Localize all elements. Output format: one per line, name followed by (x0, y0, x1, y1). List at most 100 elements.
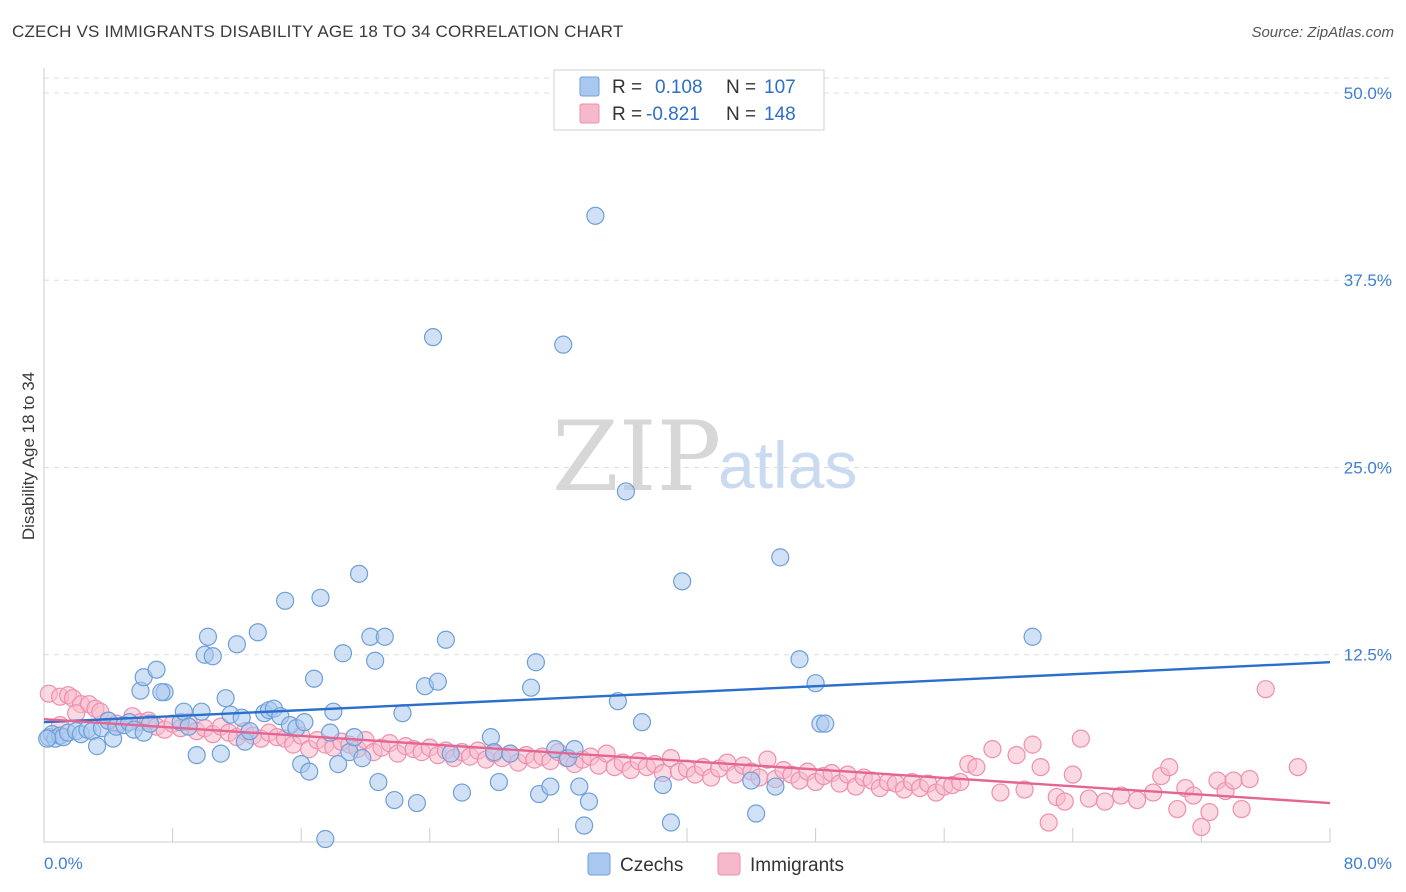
immigrants-point (1015, 780, 1034, 799)
czechs-point (485, 743, 504, 762)
immigrants-point (1240, 769, 1259, 789)
immigrants-point (1160, 757, 1179, 777)
czechs-point (452, 783, 472, 802)
immigrants-point (1007, 746, 1026, 765)
y-tick-labels: 12.5% 25.0% 37.5% 50.0% (1344, 84, 1392, 665)
czechs-point (349, 564, 369, 583)
czechs-point (586, 206, 605, 225)
czechs-point (38, 729, 57, 748)
immigrants-point (1256, 680, 1275, 699)
czechs-point (632, 713, 652, 732)
legend-czechs-swatch (579, 76, 600, 97)
czechs-point (579, 792, 599, 811)
immigrants-point (983, 740, 1002, 759)
czechs-point (481, 728, 500, 747)
immigrants-point (67, 704, 86, 723)
bottom-legend-czechs-label: Czechs (620, 855, 683, 876)
legend-czechs-n-label: N = (726, 77, 756, 98)
legend-immigrants-r-value: -0.821 (646, 104, 700, 125)
chart-source: Source: ZipAtlas.com (1251, 24, 1394, 41)
czechs-point (248, 623, 267, 642)
gridlines (44, 77, 1390, 656)
czechs-point (345, 728, 364, 747)
czechs-point (673, 572, 692, 591)
immigrants-point (1055, 792, 1074, 811)
y-tick-label: 12.5% (1344, 646, 1392, 665)
czechs-point (554, 335, 573, 354)
y-axis-label: Disability Age 18 to 34 (19, 372, 38, 540)
czechs-point (742, 771, 761, 790)
immigrants-point (967, 757, 986, 777)
czechs-point (1023, 627, 1042, 646)
immigrants-point (1031, 757, 1050, 777)
czechs-point (570, 777, 589, 796)
czechs-point (608, 692, 627, 711)
czechs-point (375, 627, 394, 646)
immigrants-trend-line (43, 717, 1331, 805)
x-tick-min: 0.0% (44, 854, 83, 873)
czechs-point (366, 651, 385, 670)
czechs-point (806, 674, 825, 693)
bottom-legend: Czechs Immigrants (587, 852, 844, 876)
czechs-point (616, 482, 636, 501)
czechs-point (369, 772, 388, 792)
czechs-point (541, 777, 560, 796)
y-tick-label: 25.0% (1344, 458, 1392, 477)
immigrants-point (991, 783, 1010, 802)
legend-immigrants-n-label: N = (726, 104, 756, 125)
czechs-point (324, 702, 343, 721)
immigrants-point (661, 749, 681, 768)
czechs-point (304, 669, 324, 688)
czechs-point (276, 591, 295, 610)
immigrants-point (1079, 789, 1098, 808)
immigrants-point (1224, 771, 1243, 790)
czechs-point (198, 627, 218, 646)
czechs-point (501, 744, 520, 763)
czechs-point (152, 683, 171, 702)
bottom-legend-immigrants-label: Immigrants (750, 855, 844, 876)
czechs-points (38, 206, 1042, 849)
czechs-point (436, 630, 455, 649)
czechs-point (147, 660, 166, 679)
y-tick-label: 37.5% (1344, 271, 1392, 290)
immigrants-point (1168, 799, 1187, 819)
czechs-point (192, 702, 211, 721)
legend-immigrants-swatch (579, 103, 600, 124)
czechs-point (385, 790, 404, 810)
immigrants-point (1127, 790, 1147, 810)
immigrants-point (1071, 729, 1090, 748)
immigrants-point (1288, 757, 1307, 777)
czechs-point (393, 704, 412, 723)
legend-czechs-r-label: R = (612, 77, 642, 98)
czechs-point (216, 689, 235, 708)
legend-czechs-r-value: 0.108 (655, 77, 703, 98)
immigrants-point (1192, 817, 1211, 837)
bottom-legend-immigrants-swatch (717, 852, 741, 876)
czechs-point (300, 762, 319, 781)
czechs-point (790, 650, 809, 669)
czechs-point (333, 644, 353, 663)
immigrants-point (1232, 799, 1251, 819)
czechs-point (428, 672, 447, 691)
trend-lines (43, 661, 1331, 805)
legend-immigrants-r-label: R = (612, 104, 642, 125)
czechs-point (653, 775, 672, 795)
czechs-point (407, 793, 427, 813)
immigrants-point (951, 772, 970, 792)
czechs-point (423, 328, 443, 347)
czechs-point (575, 816, 594, 835)
czechs-point (295, 713, 314, 732)
legend-czechs-n-value: 107 (764, 77, 796, 98)
immigrants-point (1039, 813, 1058, 832)
czechs-point (441, 744, 460, 763)
x-tick-max: 80.0% (1344, 854, 1392, 873)
czechs-point (211, 744, 230, 763)
czechs-point (521, 678, 541, 697)
czechs-point (203, 647, 222, 666)
immigrants-point (758, 750, 777, 769)
czechs-trend-line (43, 661, 1331, 724)
czechs-point (526, 653, 545, 672)
czechs-point (140, 714, 160, 733)
y-tick-label: 50.0% (1344, 84, 1392, 103)
